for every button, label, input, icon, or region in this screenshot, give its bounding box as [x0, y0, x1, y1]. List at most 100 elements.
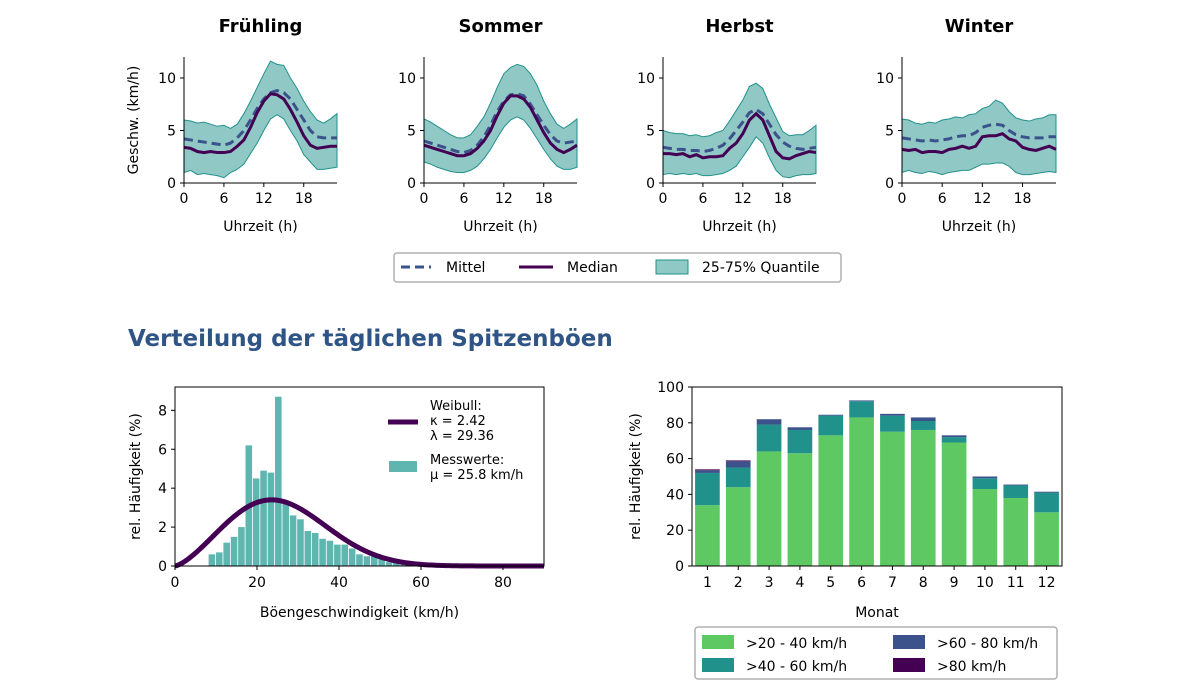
legend-median-label: Median [567, 260, 618, 276]
season-panel-0: 0 6 12 18 0 5 10 Frühling Uhrzeit (h) Geschw. (km… [126, 16, 338, 235]
legend-swatch [893, 635, 925, 649]
stacked-bar-segment [880, 413, 905, 416]
y-tick-label: 80 [666, 416, 684, 432]
y-tick-label: 10 [876, 71, 894, 87]
panel-title: Winter [945, 16, 1014, 37]
stacked-bar-segment [941, 442, 967, 566]
histogram-bar [275, 396, 282, 566]
x-tick-label: 7 [888, 575, 897, 591]
y-tick-label: 100 [657, 380, 684, 396]
histogram-bar [319, 538, 326, 566]
x-axis-label: Uhrzeit (h) [223, 219, 297, 235]
mean-line [662, 107, 817, 154]
x-tick-label: 6 [857, 575, 866, 591]
x-tick-label: 18 [1014, 191, 1032, 207]
plot-frame [691, 386, 1063, 567]
stacked-bar-segment [725, 467, 751, 488]
x-tick-label: 6 [938, 191, 947, 207]
x-tick-label: 12 [734, 191, 752, 207]
histogram-bar [356, 554, 363, 566]
x-tick-label: 80 [494, 575, 512, 591]
stacked-bar-segment [849, 400, 874, 402]
quantile-band [901, 99, 1057, 176]
x-axis-label: Uhrzeit (h) [463, 219, 537, 235]
y-axis-label: Geschw. (km/h) [126, 66, 142, 175]
legend-label: >80 km/h [937, 659, 1006, 675]
x-tick-label: 5 [826, 575, 835, 591]
histogram-bar [311, 532, 319, 566]
legend-quantile-swatch [655, 259, 689, 275]
stacked-bar-segment [880, 431, 905, 566]
histogram-panel: 0 20 40 60 80 0 2 4 6 8 Böengeschwindigkeit (km/h)… [128, 386, 545, 621]
stacked-bar-segment [756, 424, 782, 452]
stacked-bar-segment [787, 453, 813, 566]
x-tick-label: 12 [495, 191, 513, 207]
y-tick-label: 0 [646, 176, 655, 192]
legend-mean-label: Mittel [446, 260, 485, 276]
stacked-bar-segment [787, 429, 813, 454]
y-tick-label: 0 [158, 559, 167, 575]
legend-swatch [893, 658, 925, 672]
x-tick-label: 40 [330, 575, 348, 591]
stacked-bar-segment [972, 478, 998, 490]
histogram-bar [216, 552, 223, 566]
stacked-bar-segment [695, 472, 720, 506]
x-tick-label: 18 [295, 191, 313, 207]
histogram-bar [378, 558, 385, 566]
x-tick-label: 6 [698, 191, 707, 207]
y-tick-label: 60 [666, 452, 684, 468]
histogram-bar [267, 472, 275, 566]
histogram-bar [223, 542, 230, 566]
histogram-bar [304, 530, 312, 566]
median-line [423, 94, 578, 158]
stacked-bar-segment [849, 401, 874, 418]
histogram-bar [370, 556, 378, 566]
y-tick-label: 4 [158, 481, 167, 497]
histogram-bar [363, 556, 371, 566]
legend-hist-title: Messwerte: [430, 453, 504, 468]
y-tick-label: 5 [885, 124, 894, 140]
x-tick-label: 0 [180, 191, 189, 207]
stacked-bar-segment [849, 417, 874, 566]
x-tick-label: 0 [898, 191, 907, 207]
stacked-bar-segment [695, 505, 720, 566]
y-tick-label: 10 [398, 71, 416, 87]
stacked-bar-segment [818, 414, 844, 416]
histogram-bar [297, 519, 304, 566]
histogram-bar [238, 527, 245, 566]
stacked-bar-segment [756, 419, 782, 425]
stacked-bar-segment [818, 435, 844, 566]
histogram-bar [252, 478, 260, 566]
x-tick-label: 60 [412, 575, 430, 591]
panel-title: Herbst [705, 16, 774, 37]
legend-quantile-label: 25-75% Quantile [702, 260, 820, 276]
quantile-band [183, 60, 338, 179]
top-legend: Mittel Median 25-75% Quantile [393, 252, 842, 283]
stacked-bar-segment [695, 469, 720, 471]
stacked-bar-segment [910, 421, 936, 430]
x-tick-label: 0 [420, 191, 429, 207]
x-tick-label: 12 [1038, 575, 1056, 591]
stacked-bar-segment [1003, 497, 1029, 566]
y-tick-label: 0 [675, 559, 684, 575]
legend-label: >40 - 60 km/h [746, 659, 847, 675]
stacked-bar-segment [910, 417, 936, 422]
histogram-bar [230, 536, 238, 566]
stacked-bar-segment [787, 427, 813, 430]
histogram-bar [385, 562, 393, 566]
x-tick-label: 4 [795, 575, 804, 591]
x-axis-label: Uhrzeit (h) [942, 219, 1016, 235]
histogram-bar [341, 544, 349, 566]
legend-weibull-lambda: λ = 29.36 [430, 429, 494, 444]
x-tick-label: 10 [976, 575, 994, 591]
y-tick-label: 2 [158, 520, 167, 536]
stacked-bar-segment [910, 429, 936, 566]
stacked-bar-segment [972, 476, 998, 479]
stacked-bar-segment [941, 435, 967, 438]
stacked-bar-segment [972, 489, 998, 566]
season-panel-1: 0 6 12 18 0 5 10 Sommer Uhrzeit (h) [398, 16, 578, 235]
stacked-bar-segment [1034, 512, 1059, 566]
panel-title: Sommer [459, 16, 543, 37]
